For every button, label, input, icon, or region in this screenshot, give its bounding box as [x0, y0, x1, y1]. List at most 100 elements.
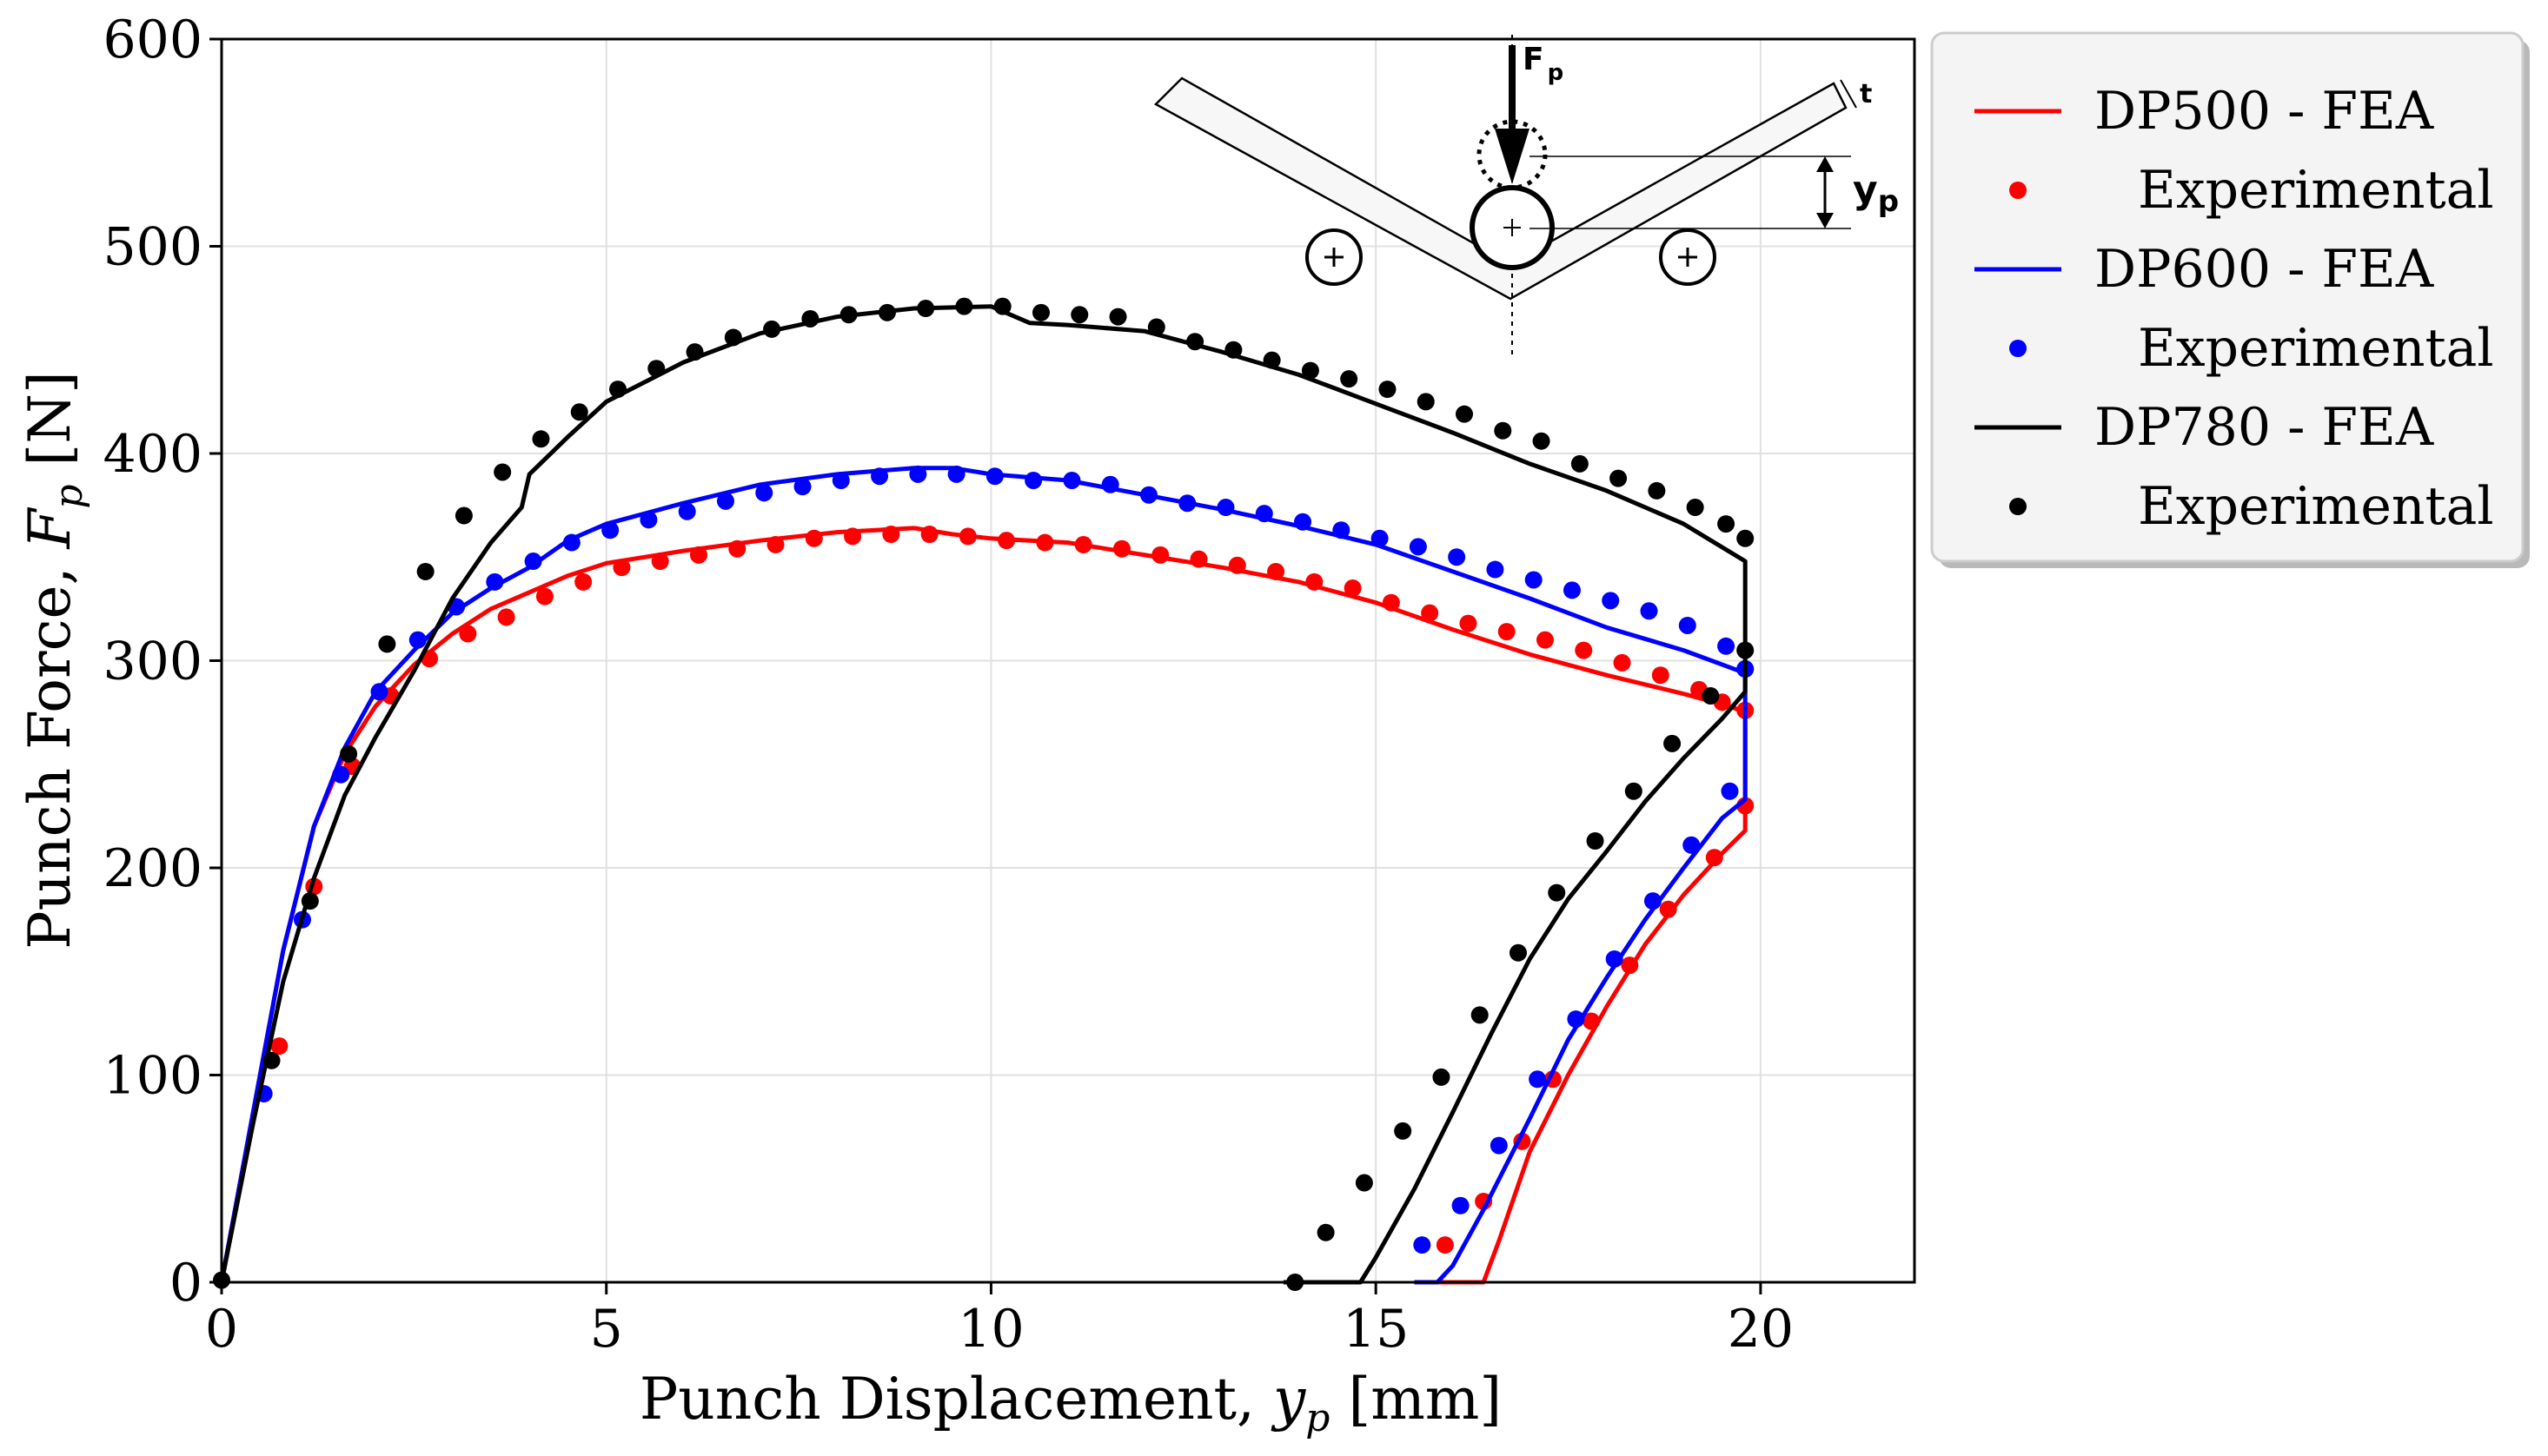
experimental-dp600-point — [947, 465, 965, 483]
experimental-dp500-point — [959, 527, 977, 546]
legend-marker-swatch — [2009, 182, 2027, 199]
experimental-dp600-point — [1063, 472, 1081, 490]
experimental-dp780-point — [917, 300, 935, 318]
experimental-dp600-point — [1370, 529, 1389, 547]
experimental-dp600-point — [524, 553, 542, 571]
experimental-dp600-point — [985, 467, 1004, 486]
dp600-fea-line — [219, 466, 1748, 1285]
experimental-dp500-point — [1228, 556, 1246, 574]
experimental-dp600-point — [1717, 637, 1735, 655]
experimental-dp780-point — [1494, 421, 1512, 440]
experimental-dp780-point — [993, 297, 1012, 315]
thickness-label: t — [1860, 79, 1872, 109]
left-support-plus-icon — [1324, 248, 1344, 267]
experimental-dp780-point — [647, 360, 666, 378]
legend-entries: DP500 - FEA Experimental DP600 - FEA Experi… — [1974, 81, 2494, 537]
experimental-dp500-point — [689, 546, 707, 564]
experimental-dp780-point — [1263, 351, 1281, 369]
experimental-dp500-point — [882, 526, 900, 544]
experimental-dp500-point — [497, 608, 515, 626]
displacement-arrow-up-icon — [1816, 156, 1834, 172]
experimental-dp500-point — [1421, 604, 1439, 622]
experimental-dp500-point — [1074, 535, 1092, 553]
experimental-dp600-point — [678, 502, 696, 520]
y-tick-label: 200 — [103, 838, 202, 899]
legend-label: Experimental — [2138, 476, 2494, 537]
experimental-dp780-point — [1394, 1122, 1412, 1140]
experimental-dp780-point — [1186, 333, 1204, 351]
experimental-dp500-point — [1344, 579, 1362, 598]
legend-marker-swatch — [2009, 340, 2027, 357]
experimental-dp600-point — [1332, 521, 1350, 539]
experimental-dp500-point — [1705, 849, 1723, 867]
displacement-arrow-down-icon — [1816, 213, 1834, 228]
experimental-dp600-point — [909, 465, 927, 483]
experimental-dp500-point — [1151, 546, 1170, 564]
experimental-dp600-point — [793, 478, 812, 496]
experimental-dp780-point — [416, 562, 435, 580]
experimental-dp780-point — [1071, 306, 1089, 324]
x-tick-label: 5 — [590, 1299, 623, 1360]
legend-marker-swatch — [2009, 498, 2027, 515]
experimental-dp780-point — [763, 320, 781, 338]
legend-label: Experimental — [2138, 318, 2494, 379]
experimental-dp600-point — [1409, 538, 1427, 556]
legend-label: DP600 - FEA — [2094, 239, 2434, 300]
experimental-dp500-point — [574, 572, 593, 591]
experimental-dp600-point — [640, 511, 658, 529]
punch-initial-circle — [1476, 119, 1548, 190]
experimental-dp780-point — [1586, 831, 1604, 850]
experimental-dp600-point — [1255, 505, 1273, 523]
experimental-dp780-point — [1378, 381, 1397, 399]
experimental-dp780-point — [1470, 1006, 1489, 1024]
experimental-dp500-point — [270, 1037, 289, 1056]
experimental-dp780-point — [1032, 303, 1051, 321]
legend-label: DP500 - FEA — [2094, 81, 2434, 142]
experimental-dp500-point — [1497, 623, 1516, 641]
experimental-dp600-point — [562, 533, 581, 552]
bent-sheet — [1153, 76, 1848, 301]
experimental-dp500-point — [1112, 539, 1131, 558]
experimental-dp780-point — [1702, 687, 1720, 705]
experimental-dp600-point — [1139, 486, 1158, 504]
experimental-dp780-point — [1432, 1068, 1450, 1086]
experimental-dp600-point — [1640, 602, 1658, 620]
experimental-dp500-point — [1613, 653, 1631, 672]
experimental-dp500-point — [1651, 666, 1669, 685]
experimental-dp780-point — [801, 309, 819, 328]
experimental-dp500-point — [805, 529, 823, 547]
experimental-dp780-point — [1109, 308, 1127, 326]
force-arrow-icon — [1495, 129, 1529, 184]
experimental-dp600-point — [1563, 581, 1581, 599]
experimental-dp600-point — [1721, 782, 1739, 800]
experimental-dp500-point — [998, 532, 1016, 550]
experimental-dp500-point — [613, 559, 631, 577]
series-layer — [213, 297, 1755, 1291]
experimental-dp600-point — [1529, 1070, 1547, 1089]
experimental-dp780-point — [724, 328, 742, 347]
x-axis-label: Punch Displacement, yp [mm] — [640, 1366, 1502, 1440]
experimental-dp780-point — [1686, 499, 1704, 517]
y-tick-label: 100 — [103, 1046, 202, 1107]
experimental-dp780-point — [1532, 432, 1550, 450]
legend: DP500 - FEA Experimental DP600 - FEA Experi… — [1930, 31, 2530, 568]
experimental-dp600-point — [408, 631, 427, 649]
experimental-dp780-point — [686, 343, 704, 361]
right-support-plus-icon — [1678, 248, 1697, 267]
experimental-dp780-point — [340, 745, 358, 763]
experimental-dp780-point — [609, 381, 627, 399]
experimental-dp600-point — [716, 492, 734, 510]
experimental-dp500-point — [1190, 550, 1208, 568]
experimental-dp780-point — [1736, 641, 1755, 659]
experimental-dp780-point — [1355, 1174, 1373, 1192]
experimental-dp500-point — [1267, 562, 1285, 580]
experimental-dp600-point — [871, 467, 889, 486]
experimental-dp780-point — [955, 297, 973, 315]
experimental-dp780-point — [570, 403, 588, 421]
experimental-dp500-point — [459, 625, 477, 643]
experimental-dp780-point — [1609, 469, 1628, 487]
x-tick-label: 10 — [958, 1299, 1024, 1360]
experimental-dp600-point — [1602, 592, 1620, 610]
